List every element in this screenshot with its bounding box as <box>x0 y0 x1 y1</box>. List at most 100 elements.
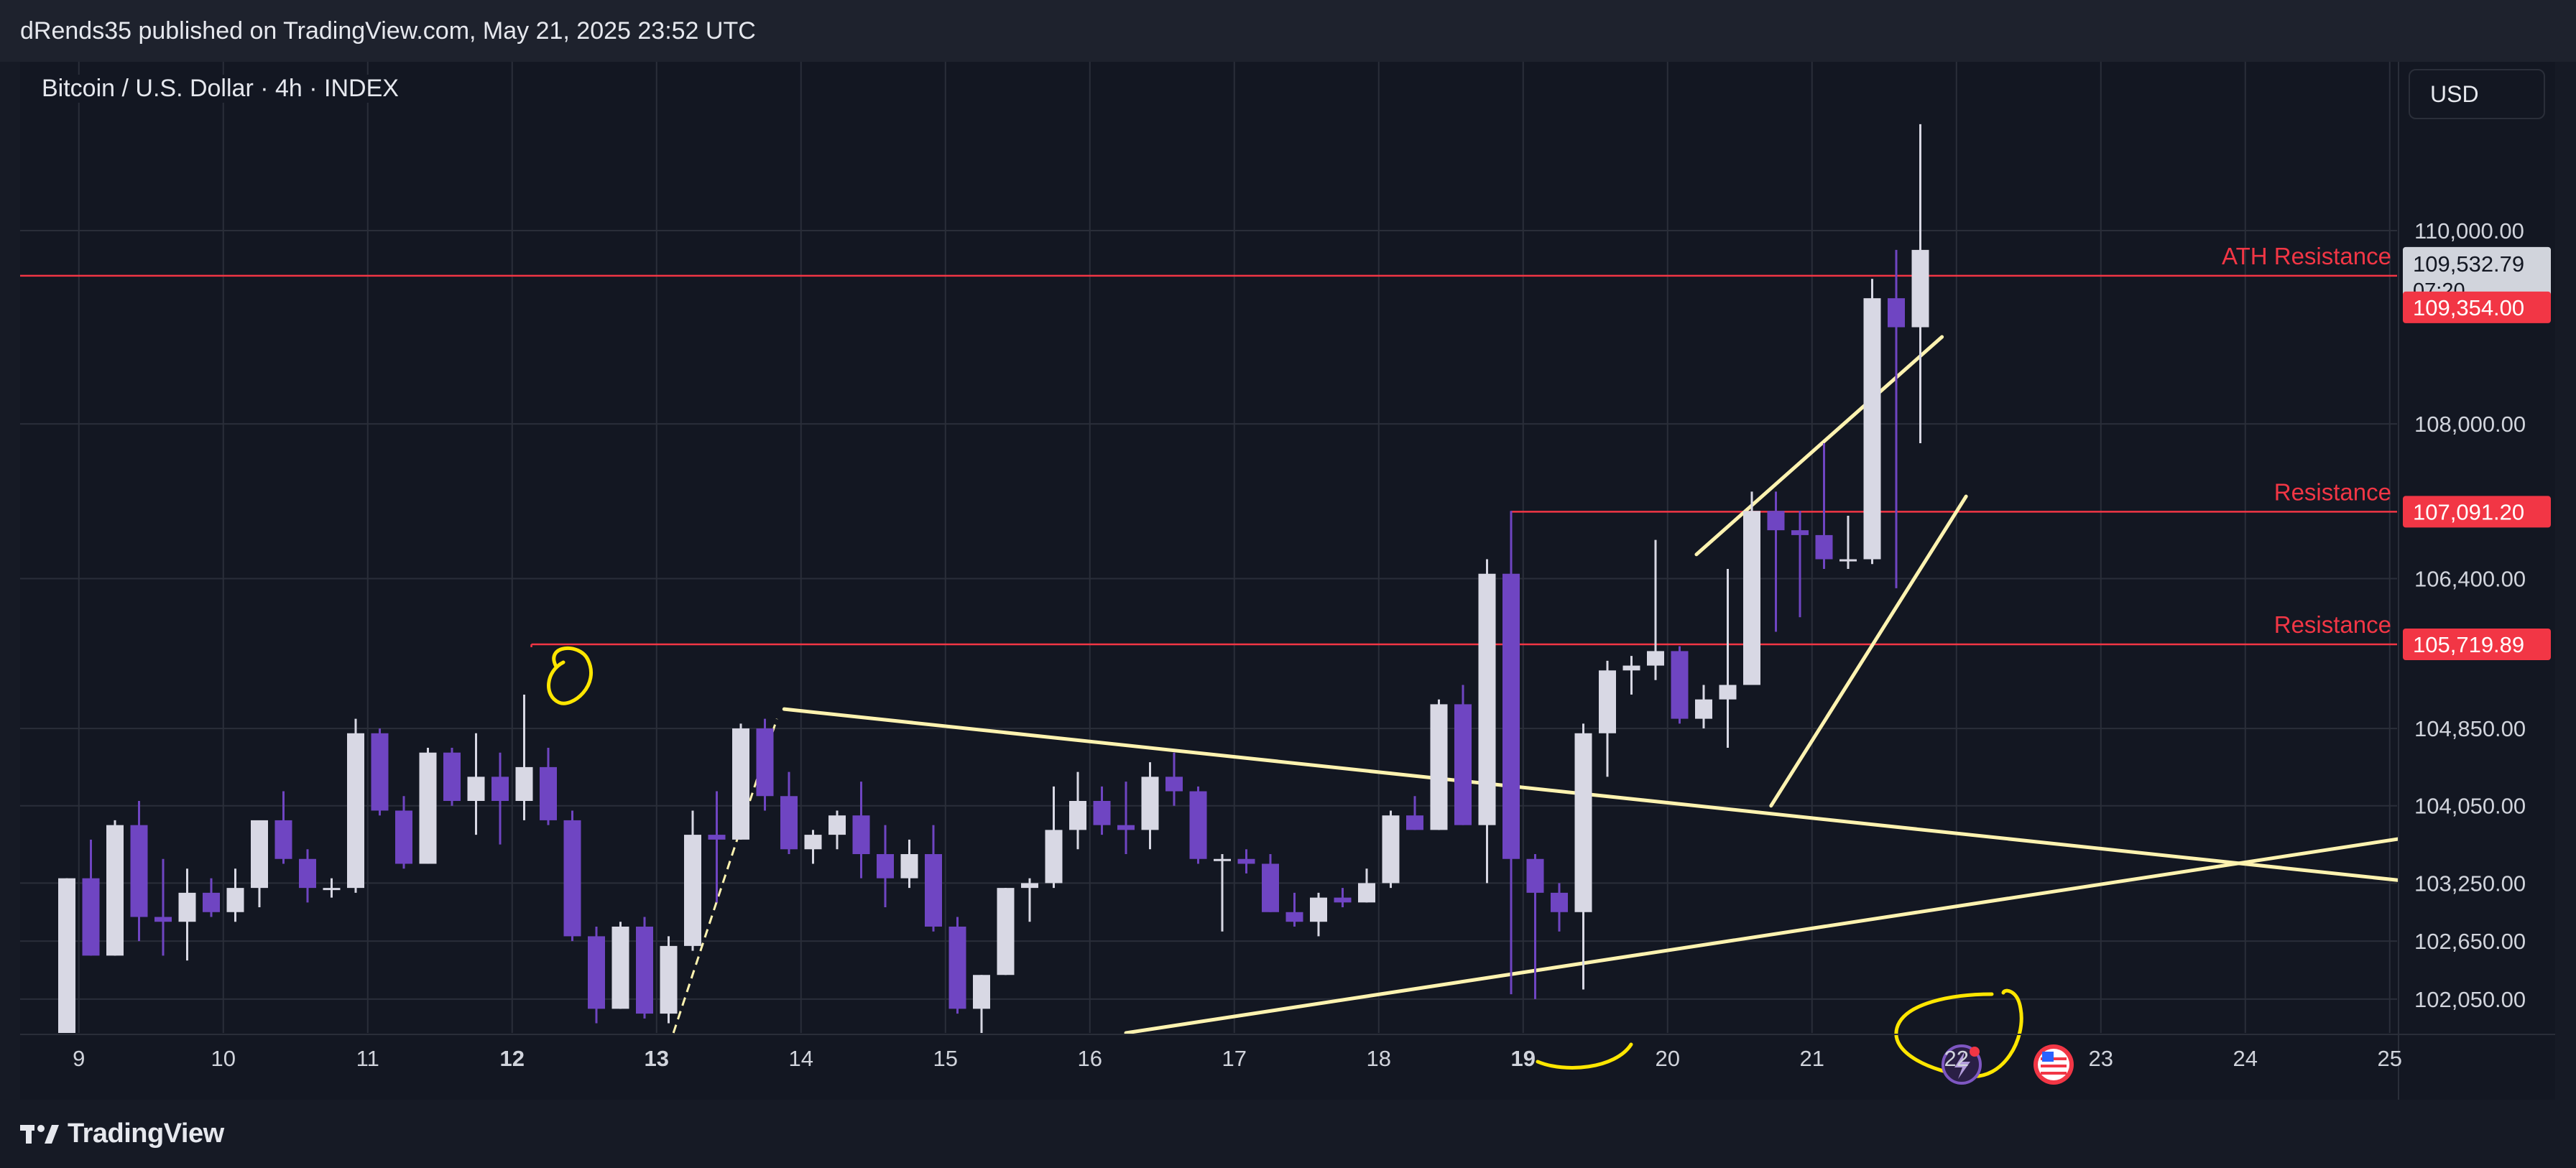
time-tick-label: 17 <box>1222 1046 1247 1071</box>
candle-body <box>563 820 581 937</box>
candle-body <box>636 926 653 1014</box>
price-tag-text: 109,354.00 <box>2413 295 2524 320</box>
brand-name: TradingView <box>68 1118 224 1149</box>
time-tick-label: 11 <box>356 1046 379 1071</box>
candle-body <box>1791 530 1809 535</box>
chart-area[interactable]: ATH Resistance Resistance Resistance <box>20 62 2555 1100</box>
candle-body <box>1767 511 1785 531</box>
candle-body <box>1406 815 1423 830</box>
candle-body <box>1815 534 1833 560</box>
candle-body <box>299 858 316 889</box>
resistance-label: Resistance <box>2274 611 2391 638</box>
candle-body <box>997 888 1015 975</box>
candle-body <box>1911 249 1929 328</box>
candle-body <box>1214 858 1231 861</box>
candle-body <box>1839 559 1857 562</box>
candle-body <box>1285 912 1303 922</box>
price-tick-label: 102,050.00 <box>2414 987 2526 1012</box>
candle-body <box>58 878 75 1033</box>
candle-body <box>203 892 220 912</box>
candle-body <box>82 878 100 956</box>
candle-body <box>900 854 918 879</box>
candle-body <box>1574 733 1592 912</box>
candle-body <box>540 766 557 820</box>
candle-body <box>443 752 461 801</box>
price-tag <box>2403 291 2551 323</box>
time-tick-label: 21 <box>1800 1046 1824 1071</box>
currency-button[interactable]: USD <box>2409 69 2545 119</box>
candle-body <box>1551 892 1568 912</box>
candle-body <box>948 926 966 1009</box>
price-axis-background <box>2399 62 2555 1100</box>
candle-body <box>804 835 822 850</box>
candle-body <box>1382 815 1400 884</box>
us-flag-event-icon[interactable] <box>2033 1044 2074 1085</box>
candle-body <box>419 752 437 864</box>
candle-body <box>1888 298 1905 328</box>
candle-body <box>1334 897 1352 903</box>
candle-body <box>1189 791 1207 859</box>
candle-body <box>1478 573 1496 825</box>
symbol-title[interactable]: Bitcoin / U.S. Dollar · 4h · INDEX <box>39 75 402 103</box>
publish-header: dRends35 published on TradingView.com, M… <box>0 0 2576 62</box>
lightning-event-icon[interactable] <box>1942 1044 1982 1085</box>
candle-body <box>347 733 364 889</box>
candle-body <box>467 777 485 801</box>
time-tick-label: 22 <box>1944 1046 1969 1071</box>
candle-body <box>226 888 244 912</box>
price-tick-label: 104,050.00 <box>2414 794 2526 819</box>
candle-body <box>395 810 412 864</box>
price-tick-label: 108,000.00 <box>2414 412 2526 437</box>
candle-body <box>1863 298 1881 560</box>
candle-body <box>178 892 196 922</box>
candle-body <box>1069 801 1086 830</box>
time-tick-label: 23 <box>2089 1046 2113 1071</box>
time-tick-label: 19 <box>1511 1046 1536 1071</box>
footer: TradingView <box>0 1100 2576 1168</box>
candle-body <box>1622 665 1640 671</box>
price-tick-label: 102,650.00 <box>2414 929 2526 954</box>
highlight-circle-annotation <box>547 646 594 705</box>
trendline <box>782 707 2428 885</box>
candle-body <box>1454 704 1472 825</box>
candle-body <box>1719 685 1737 700</box>
candle-body <box>973 975 990 1009</box>
time-tick-label: 15 <box>933 1046 958 1071</box>
candle-body <box>130 825 148 917</box>
candle-body <box>1237 858 1255 864</box>
time-tick-label: 18 <box>1367 1046 1391 1071</box>
candle-body <box>660 945 678 1014</box>
tradingview-logo-icon[interactable] <box>20 1123 60 1145</box>
trendline <box>1694 335 1944 557</box>
candle-body <box>708 835 726 840</box>
candle-body <box>1117 825 1135 830</box>
price-tick-label: 110,000.00 <box>2414 218 2524 244</box>
price-tag-text: 107,091.20 <box>2413 499 2524 524</box>
candle-body <box>323 888 341 891</box>
resistance-label: ATH Resistance <box>2222 243 2391 269</box>
candle-body <box>1021 883 1038 889</box>
candle-body <box>154 917 172 922</box>
trendline <box>1124 833 2428 1035</box>
candle-body <box>1310 897 1327 922</box>
candle-body <box>684 835 701 946</box>
bottom-smile-annotation <box>1536 1042 1633 1070</box>
price-tick-label: 103,250.00 <box>2414 871 2526 896</box>
price-chart[interactable]: ATH Resistance Resistance Resistance <box>20 62 2555 1100</box>
candle-body <box>491 777 509 801</box>
price-tag <box>2403 628 2551 660</box>
candle-body <box>371 733 389 811</box>
candle-body <box>732 728 749 840</box>
candle-body <box>106 825 124 956</box>
trendline <box>1769 494 1968 808</box>
candle-body <box>588 936 605 1009</box>
current-price-text: 109,532.79 <box>2413 251 2524 277</box>
candle-body <box>828 815 846 835</box>
candle-body <box>1045 830 1063 884</box>
candle-body <box>1165 777 1183 792</box>
candle-body <box>274 820 292 859</box>
candle-body <box>1262 863 1279 912</box>
price-tick-label: 106,400.00 <box>2414 566 2526 591</box>
candle-body <box>1647 651 1664 666</box>
time-tick-label: 12 <box>500 1046 525 1071</box>
